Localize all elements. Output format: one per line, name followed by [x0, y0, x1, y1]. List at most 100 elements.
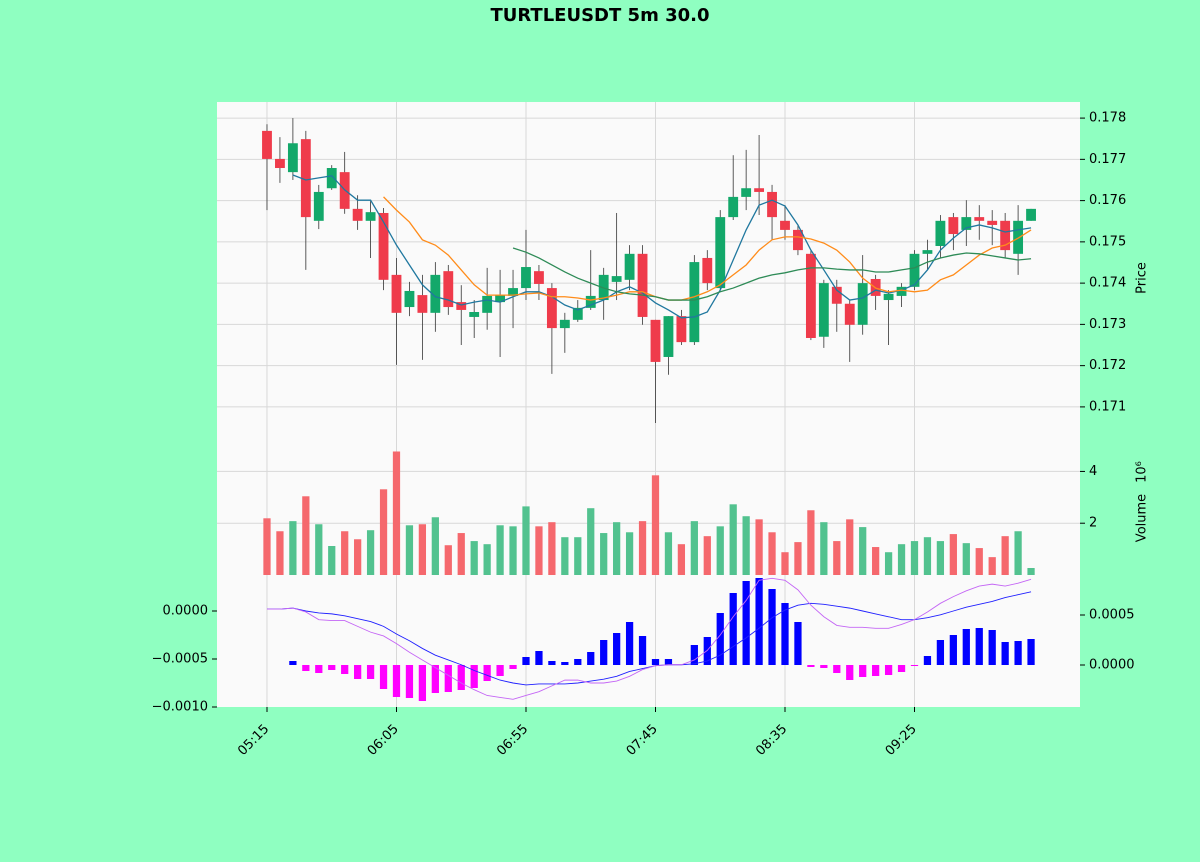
- volume-bar: [859, 527, 867, 575]
- volume-bar: [1014, 531, 1022, 575]
- volume-bar: [690, 521, 698, 575]
- y-tick-label: 0.177: [1089, 152, 1126, 167]
- candle-body: [1026, 208, 1036, 221]
- macd-histogram-bar: [354, 665, 362, 679]
- macd-histogram-bar: [1027, 639, 1035, 665]
- macd-histogram-bar: [587, 652, 595, 665]
- y-tick-label: −0.0005: [152, 652, 208, 667]
- volume-bar: [341, 531, 349, 575]
- macd-histogram-bar: [807, 665, 815, 667]
- candle-body: [378, 212, 389, 280]
- volume-bar: [328, 546, 336, 575]
- volume-bar: [457, 533, 465, 575]
- volume-bar: [315, 524, 323, 575]
- macd-histogram-bar: [910, 665, 919, 666]
- volume-bar: [638, 521, 647, 575]
- volume-bar: [509, 526, 517, 575]
- volume-bar: [664, 532, 673, 575]
- y-tick-label: 0.0000: [1089, 658, 1135, 673]
- macd-histogram-bar: [548, 661, 556, 665]
- macd-histogram-bar: [651, 659, 660, 665]
- macd-histogram-bar: [690, 645, 698, 665]
- volume-bar: [574, 537, 582, 575]
- candle-body: [365, 212, 376, 221]
- volume-bar: [405, 525, 414, 575]
- indicator-line: [266, 591, 1032, 686]
- y-tick-label: 0.172: [1089, 358, 1126, 373]
- candle-body: [1000, 220, 1011, 251]
- volume-bar: [392, 451, 401, 575]
- candle-body: [883, 293, 894, 301]
- candle-body: [559, 319, 570, 329]
- macd-histogram-bar: [949, 635, 957, 665]
- y-axis-title: Volume: [1135, 494, 1150, 542]
- macd-histogram-bar: [755, 578, 763, 665]
- candle-body: [831, 286, 842, 304]
- macd-histogram-bar: [975, 628, 983, 665]
- candle-body: [637, 253, 648, 317]
- volume-bar: [302, 496, 310, 575]
- macd-histogram-bar: [794, 622, 802, 665]
- volume-bar: [496, 525, 504, 575]
- x-tick-label: 06:55: [494, 722, 531, 759]
- macd-histogram-bar: [703, 637, 711, 665]
- volume-bar: [548, 522, 556, 575]
- macd-histogram-bar: [496, 665, 504, 676]
- macd-histogram-bar: [833, 665, 841, 673]
- macd-histogram-bar: [574, 659, 582, 665]
- y-tick-label: 0.173: [1089, 317, 1126, 332]
- x-tick-label: 09:25: [883, 722, 920, 759]
- candle-body: [352, 208, 363, 221]
- volume-bar: [418, 524, 427, 575]
- candle-body: [818, 283, 829, 337]
- y-axis-scale: 10⁶: [1135, 461, 1150, 483]
- volume-bar: [794, 542, 802, 575]
- volume-bar: [936, 541, 945, 575]
- candle-body: [482, 295, 493, 313]
- candle-body: [404, 290, 415, 308]
- volume-bar: [949, 534, 957, 575]
- volume-bar: [263, 518, 271, 575]
- macd-histogram-bar: [289, 661, 297, 665]
- macd-histogram-bar: [522, 657, 530, 665]
- macd-histogram-bar: [483, 665, 491, 681]
- x-tick-label: 08:35: [753, 722, 790, 759]
- volume-bar: [1027, 568, 1035, 575]
- volume-bar: [677, 544, 686, 575]
- volume-bar: [923, 537, 932, 575]
- volume-bar: [716, 526, 724, 575]
- candle-body: [611, 276, 622, 282]
- candle-body: [663, 316, 674, 357]
- indicator-line: [292, 174, 1032, 319]
- candle-body: [961, 217, 972, 230]
- macd-histogram-bar: [638, 636, 647, 665]
- candle-body: [326, 168, 337, 189]
- macd-histogram-bar: [1001, 642, 1009, 665]
- macd-histogram-bar: [664, 659, 673, 665]
- macd-histogram-bar: [820, 665, 828, 668]
- volume-bar: [755, 519, 763, 575]
- y-tick-label: 0.178: [1089, 111, 1126, 126]
- candle-body: [262, 130, 272, 159]
- macd-histogram-bar: [613, 633, 621, 665]
- y-axis-title: Price: [1135, 262, 1150, 294]
- volume-bar: [379, 489, 388, 575]
- candle-body: [922, 250, 933, 254]
- candle-body: [275, 158, 285, 169]
- macd-histogram-bar: [405, 665, 414, 698]
- candle-body: [728, 196, 739, 218]
- volume-bar: [820, 522, 828, 575]
- macd-histogram-bar: [302, 665, 310, 671]
- macd-histogram-bar: [366, 665, 375, 679]
- macd-histogram-bar: [923, 656, 932, 665]
- volume-bar: [988, 557, 996, 575]
- macd-histogram-bar: [742, 581, 750, 665]
- macd-histogram-bar: [962, 629, 970, 665]
- y-tick-label: 0.171: [1089, 399, 1126, 414]
- indicator-line: [383, 196, 1032, 301]
- candle-body: [585, 295, 596, 308]
- macd-histogram-bar: [328, 665, 336, 670]
- y-tick-label: 0.0000: [163, 604, 209, 619]
